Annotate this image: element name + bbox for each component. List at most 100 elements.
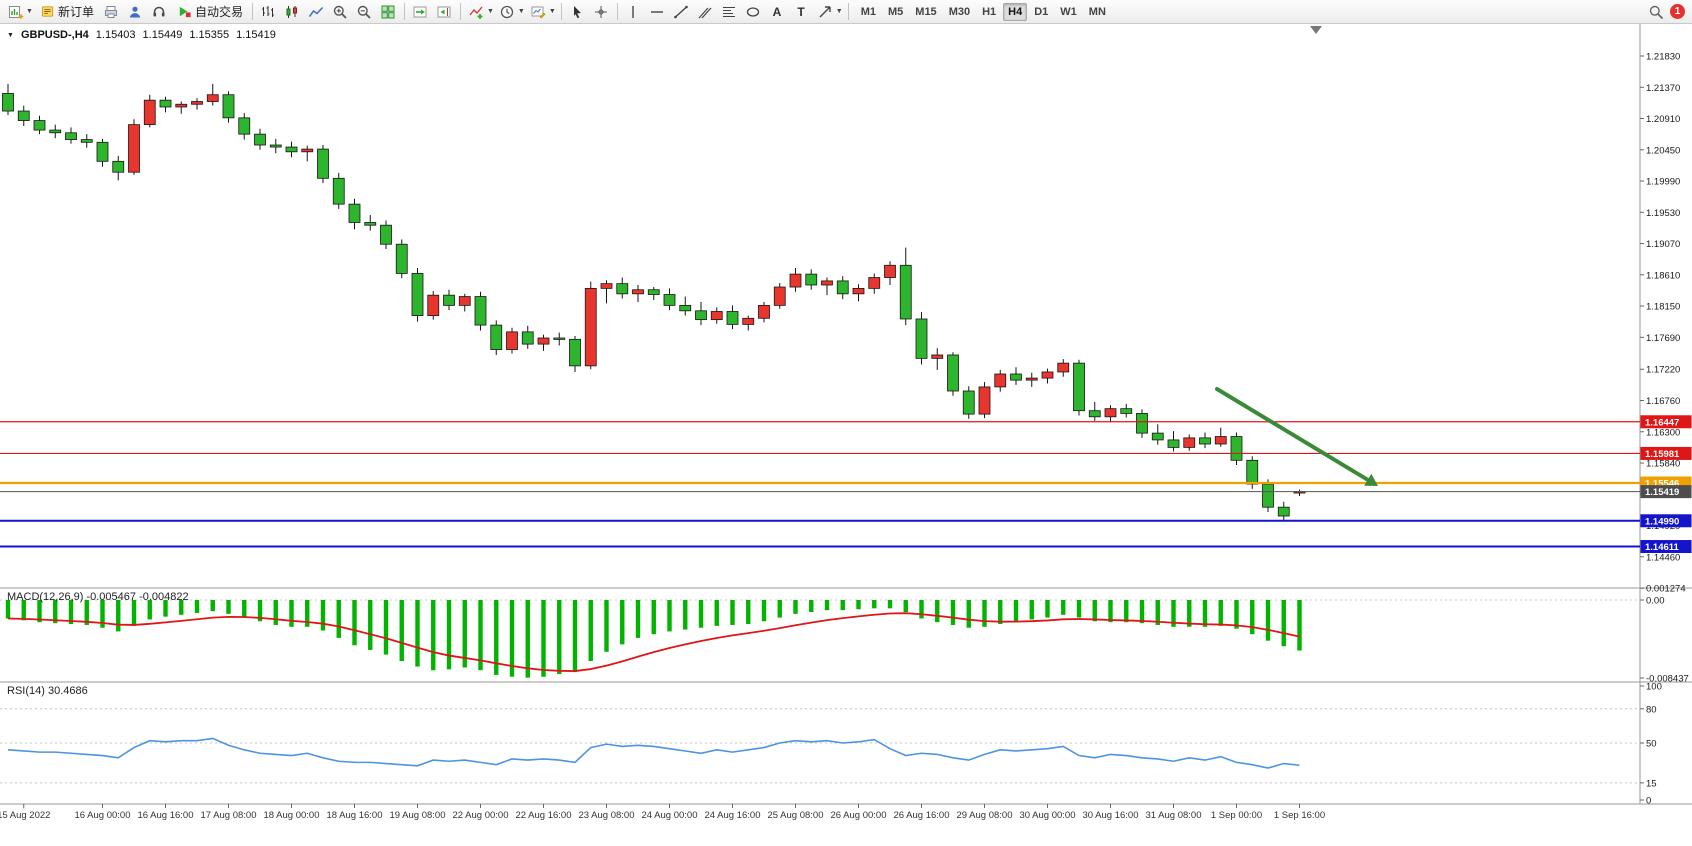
autoscroll-button[interactable] xyxy=(409,1,432,22)
trend-arrow-head[interactable] xyxy=(1364,473,1378,486)
candle-body xyxy=(96,141,109,162)
metaeditor-button[interactable] xyxy=(100,1,123,22)
candle-body xyxy=(2,92,14,112)
news-button[interactable] xyxy=(148,1,171,22)
horizontal-line-icon xyxy=(651,10,664,13)
horizontal-line-button[interactable] xyxy=(646,1,669,22)
new-chart-icon xyxy=(8,5,23,19)
price-axis-label: 1.19070 xyxy=(1646,239,1680,250)
price-badge-label: 1.15981 xyxy=(1645,449,1680,460)
tile-windows-button[interactable] xyxy=(377,1,400,22)
candle-body xyxy=(931,354,944,359)
timeframe-w1[interactable]: W1 xyxy=(1060,5,1077,18)
candle-body xyxy=(868,277,881,289)
macd-axis-label: 0.00 xyxy=(1646,596,1665,607)
price-axis-label: 1.19990 xyxy=(1646,177,1680,188)
candle-body xyxy=(805,273,818,286)
chart-canvas[interactable]: 1.21830 1.21370 1.20910 1.20450 1.19990 1.195… xyxy=(0,24,1692,846)
price-axis-label: 1.16760 xyxy=(1646,396,1680,407)
chevron-down-icon[interactable]: ▼ xyxy=(517,8,525,15)
chevron-down-icon[interactable]: ▼ xyxy=(548,8,556,15)
shapes-button[interactable] xyxy=(742,1,765,22)
candle-body xyxy=(380,224,392,245)
tile-windows-icon xyxy=(381,5,395,18)
candle-body xyxy=(112,160,125,173)
time-axis[interactable]: 15 Aug 2022 16 Aug 00:00 16 Aug 16:00 17 Au… xyxy=(0,804,1325,821)
chevron-down-icon[interactable]: ▼ xyxy=(26,8,33,15)
search-button[interactable] xyxy=(1644,1,1667,22)
chart-header: ▼ GBPUSD-,H4 1.15403 1.15449 1.15355 1.1… xyxy=(7,29,276,41)
periods-icon xyxy=(501,5,514,18)
timeframe-h4[interactable]: H4 xyxy=(1003,2,1028,21)
channel-button[interactable] xyxy=(694,1,717,22)
candle-body xyxy=(1104,408,1117,418)
new-chart-button[interactable] xyxy=(4,1,27,22)
timeframe-d1[interactable]: D1 xyxy=(1034,5,1049,18)
bar-chart-button[interactable] xyxy=(257,1,280,22)
vertical-line-icon xyxy=(632,5,634,18)
autotrading-label: 自动交易 xyxy=(194,5,243,19)
zoom-in-button[interactable] xyxy=(329,1,352,22)
chart-shift-button[interactable] xyxy=(433,1,456,22)
periods-button[interactable] xyxy=(496,1,519,22)
rsi-axis-label: 0 xyxy=(1646,796,1651,807)
vertical-line-button[interactable] xyxy=(622,1,645,22)
time-axis-label: 16 Aug 16:00 xyxy=(138,810,194,821)
candle-body xyxy=(553,337,566,340)
ohlc-low: 1.15355 xyxy=(189,29,230,41)
candle-body xyxy=(537,337,550,345)
profile-button[interactable] xyxy=(124,1,147,22)
macd-signal-line xyxy=(7,612,1300,672)
cursor-button[interactable] xyxy=(566,1,589,22)
chevron-down-icon[interactable]: ▼ xyxy=(486,8,494,15)
shift-marker[interactable] xyxy=(1310,26,1322,34)
price-badge-label: 1.16447 xyxy=(1645,417,1679,428)
indicators-button[interactable] xyxy=(465,1,488,22)
collapse-icon[interactable]: ▼ xyxy=(7,31,14,39)
timeframe-mn[interactable]: MN xyxy=(1088,5,1106,18)
text-button[interactable]: A xyxy=(766,1,789,22)
timeframe-m1[interactable]: M1 xyxy=(860,5,876,18)
crosshair-button[interactable] xyxy=(590,1,613,22)
new-order-label: 新订单 xyxy=(57,5,94,19)
macd-axis-label: 0.001274 xyxy=(1646,584,1686,595)
candle-body xyxy=(49,129,62,134)
templates-button[interactable] xyxy=(527,1,550,22)
chevron-down-icon[interactable]: ▼ xyxy=(835,8,843,15)
time-axis-label: 17 Aug 08:00 xyxy=(201,810,257,821)
autotrading-button[interactable]: 自动交易 xyxy=(172,1,248,22)
new-order-button[interactable]: 新订单 xyxy=(35,1,99,22)
trend-arrow[interactable] xyxy=(1215,387,1370,482)
line-chart-button[interactable] xyxy=(305,1,328,22)
timeframe-m30[interactable]: M30 xyxy=(948,5,971,18)
time-axis-label: 18 Aug 00:00 xyxy=(264,810,320,821)
timeframe-m5[interactable]: M5 xyxy=(888,5,904,18)
timeframe-m15[interactable]: M15 xyxy=(915,5,937,18)
channel-icon xyxy=(698,7,712,18)
fibonacci-button[interactable] xyxy=(718,1,741,22)
timeframe-h1[interactable]: H1 xyxy=(982,5,997,18)
candle-body xyxy=(695,310,707,321)
candle-body xyxy=(710,311,723,321)
candle-body xyxy=(773,286,786,306)
candle-body xyxy=(1167,439,1180,448)
arrows-button[interactable] xyxy=(814,1,837,22)
candlestick-button[interactable] xyxy=(281,1,304,22)
price-axis-label: 1.19530 xyxy=(1646,208,1680,219)
metaeditor-icon xyxy=(105,5,118,18)
rsi-axis-label: 15 xyxy=(1646,778,1657,789)
candle-body xyxy=(301,148,314,153)
price-axis-label: 1.17220 xyxy=(1646,365,1680,376)
toolbar-separator xyxy=(616,3,618,20)
candle-body xyxy=(632,289,644,295)
time-axis-label: 26 Aug 00:00 xyxy=(831,810,887,821)
label-button[interactable]: T xyxy=(790,1,813,22)
candle-body xyxy=(159,99,172,108)
candle-body xyxy=(1199,437,1211,445)
svg-text:A: A xyxy=(773,5,782,19)
candle-body xyxy=(506,331,518,350)
toolbar-separator xyxy=(459,3,461,20)
notification-badge[interactable]: 1 xyxy=(1670,4,1685,19)
trendline-button[interactable] xyxy=(670,1,693,22)
zoom-out-button[interactable] xyxy=(353,1,376,22)
